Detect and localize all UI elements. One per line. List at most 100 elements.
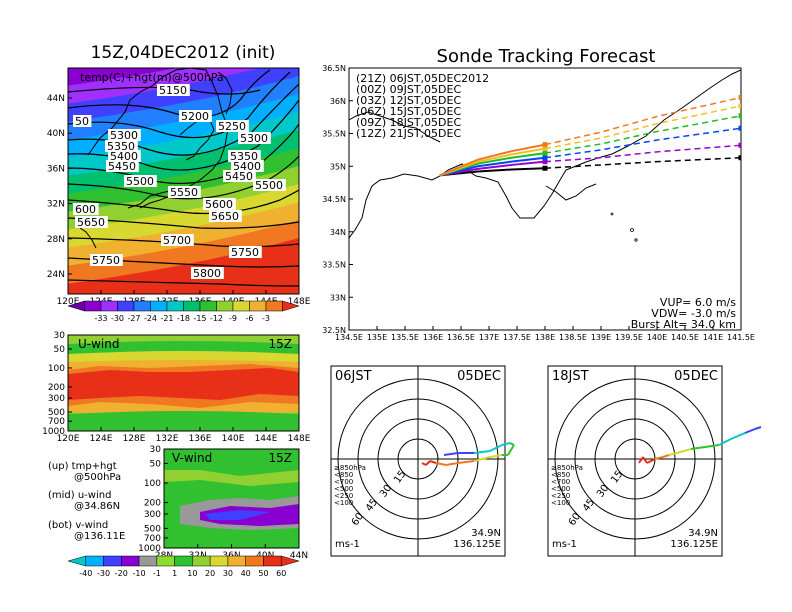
y-tick-label: 44N <box>47 94 65 104</box>
hodograph-trace <box>501 442 511 446</box>
legend-entry: (00Z) 09JST,05DEC <box>356 83 461 96</box>
u-wind-frame <box>67 334 300 432</box>
contour-label-bg <box>209 210 242 222</box>
hodograph-trace <box>662 454 670 458</box>
x-tick-label: 140E <box>222 434 245 444</box>
x-tick-label: 136E <box>189 434 212 444</box>
colorbar-swatch <box>138 555 158 567</box>
colorbar-swatch <box>117 300 135 312</box>
y-tick-label: 1000 <box>138 544 161 554</box>
colorbar-tick: 30 <box>223 569 233 578</box>
colorbar-swatch <box>67 555 87 567</box>
contour-label: 5400 <box>233 160 261 173</box>
x-tick-label: 124E <box>90 434 113 444</box>
hodograph-trace <box>690 446 706 450</box>
colorbar-tick: -27 <box>127 314 140 323</box>
hodograph-time: 06JST <box>335 369 372 384</box>
colorbar-tick: 40 <box>241 569 251 578</box>
contour-label: 5650 <box>77 216 105 229</box>
colorbar-swatch <box>183 300 201 312</box>
hodograph-legend-entry: <500 <box>551 485 570 493</box>
contour-label-bg <box>124 175 157 187</box>
hodograph-lon: 136.125E <box>670 539 718 550</box>
hodograph-trace <box>507 444 515 456</box>
contour-label: 600 <box>75 203 96 216</box>
hodograph-trace <box>425 460 431 466</box>
y-tick-label: 28N <box>47 235 65 245</box>
hodograph-legend-entry: <100 <box>334 499 353 507</box>
burst-alt-text: Burst Alt= 34.0 km <box>631 318 736 331</box>
contour-label: 5500 <box>255 179 283 192</box>
vup-text: VUP= 6.0 m/s <box>660 296 736 309</box>
track-dashed-line <box>544 115 741 154</box>
hodograph-trace <box>668 452 678 456</box>
hodograph-trace <box>638 456 644 464</box>
contour-label-bg <box>168 186 201 198</box>
contour-label-bg <box>75 216 108 228</box>
contour-label: 5300 <box>110 129 138 142</box>
contour-label: 5550 <box>170 186 198 199</box>
colorbar-swatch <box>282 300 300 312</box>
y-tick-label: 1000 <box>42 427 65 437</box>
hodograph-trace <box>421 462 427 466</box>
u-wind-label: U-wind <box>78 337 119 351</box>
track-marker <box>542 150 548 156</box>
colorbar-tick: 60 <box>276 569 286 578</box>
hodograph-trace <box>457 460 475 464</box>
wind-colorbar-labels: -40 -30 -20 -10 -1 1 10 20 30 40 50 60 <box>79 569 286 578</box>
hodograph-legend-entry: <700 <box>551 478 570 486</box>
colorbar-swatch <box>216 300 234 312</box>
hodograph-legend-entry: <100 <box>551 499 570 507</box>
contour-label: 5350 <box>230 150 258 163</box>
height-contour <box>68 155 299 200</box>
track-dashed-line <box>544 127 741 159</box>
contour-label-bg <box>73 115 92 127</box>
colorbar-tick: -40 <box>79 569 92 578</box>
contour-label: 5750 <box>92 254 120 267</box>
tracking-x-axis: 134.5E 135E 135.5E 136E 136.5E 137E 137.5E 138E… <box>335 326 755 342</box>
colorbar-tick: -1 <box>153 569 161 578</box>
tracking-legend: (21Z) 06JST,05DEC2012 (00Z) 09JST,05DEC(… <box>356 72 489 140</box>
colorbar-swatch <box>103 555 122 567</box>
contour-label: 5650 <box>211 210 239 223</box>
y-tick-label: 700 <box>144 534 161 544</box>
y-tick-label: 32N <box>47 200 65 210</box>
hodograph-trace <box>489 454 503 458</box>
colorbar-tick: -30 <box>97 569 110 578</box>
vdw-text: VDW= -3.0 m/s <box>651 307 736 320</box>
contour-label: 5300 <box>240 132 268 145</box>
map-label: temp(C)+hgt(m)@500hPa <box>80 71 224 84</box>
colorbar-tick: -20 <box>115 569 128 578</box>
hodograph-legend-entry: <850 <box>551 471 570 479</box>
temperature-colorbar <box>67 300 300 312</box>
u-wind-time: 15Z <box>269 337 293 351</box>
hodograph-trace <box>744 428 756 434</box>
contour-label: 5800 <box>193 267 221 280</box>
hodograph-trace <box>730 432 746 440</box>
y-tick-label: 50 <box>150 459 162 469</box>
colorbar-tick: -12 <box>210 314 223 323</box>
contour-label: 5750 <box>231 246 259 259</box>
contour-label-bg <box>179 110 212 122</box>
track-marker <box>542 159 548 165</box>
hodograph-trace <box>509 442 515 446</box>
colorbar-tick: -21 <box>160 314 173 323</box>
track-endpoint <box>738 155 741 161</box>
note-line: @136.11E <box>74 531 125 542</box>
track-endpoint <box>738 103 741 109</box>
hodograph-trace <box>654 456 664 460</box>
y-tick-label: 500 <box>144 524 161 534</box>
colorbar-swatch <box>150 300 168 312</box>
hodograph-trace <box>429 460 437 464</box>
colorbar-tick: -33 <box>94 314 107 323</box>
contour-label-bg <box>161 234 194 246</box>
contour-label: 5450 <box>108 160 136 173</box>
y-tick-label: 700 <box>48 417 65 427</box>
contour-label-bg <box>228 150 261 162</box>
contour-label-bg <box>203 198 236 210</box>
x-tick-label: 137.5E <box>503 333 531 342</box>
colorbar-swatch <box>280 555 300 567</box>
hodograph-trace <box>443 452 459 456</box>
